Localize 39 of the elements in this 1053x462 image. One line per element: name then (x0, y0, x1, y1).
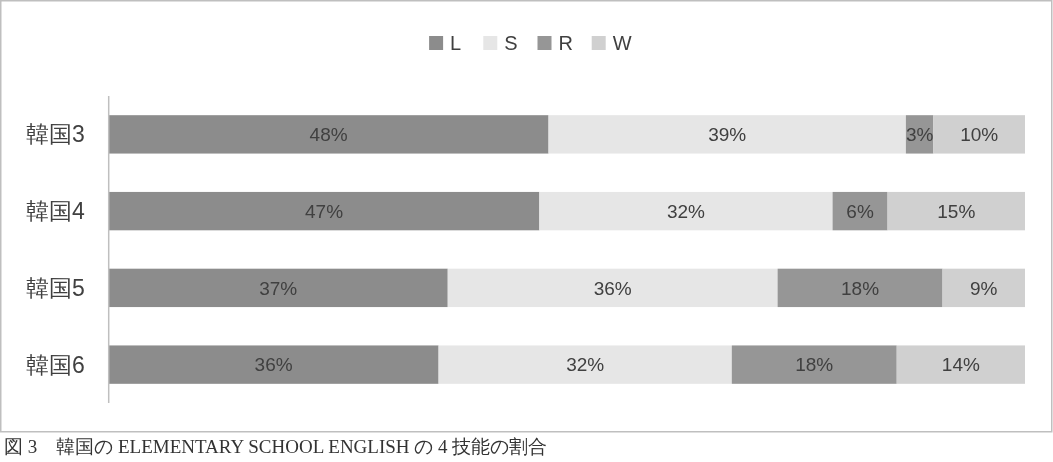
data-label: 48% (309, 124, 348, 146)
y-tick-label: 韓国4 (25, 198, 85, 225)
bar (731, 345, 897, 384)
data-label: 36% (254, 354, 293, 376)
data-label: 9% (970, 277, 998, 299)
data-label: 36% (593, 277, 632, 299)
legend-label: R (558, 32, 573, 54)
y-tick-label: 韓国5 (25, 274, 85, 301)
bar (896, 345, 1025, 384)
data-label: 3% (905, 124, 934, 146)
bar (548, 115, 906, 154)
bar (108, 345, 439, 384)
data-label: 37% (259, 277, 298, 299)
bar (108, 191, 540, 231)
data-label: 18% (795, 354, 834, 376)
data-label: 39% (708, 124, 747, 146)
bar (108, 268, 448, 308)
bar (438, 345, 732, 384)
data-label: 15% (937, 200, 976, 222)
legend-label: S (504, 32, 518, 54)
data-label: 32% (666, 200, 706, 222)
y-tick-label: 韓国3 (25, 121, 85, 148)
data-label: 47% (305, 200, 344, 222)
y-tick-label: 韓国6 (25, 351, 85, 378)
bar (108, 115, 549, 154)
legend-label: W (612, 32, 632, 54)
bar (447, 268, 778, 308)
bar (887, 191, 1025, 231)
data-label: 10% (960, 124, 999, 146)
caption: 図 3 韓国の ELEMENTARY SCHOOL ENGLISH の 4 技能の割合 (4, 436, 548, 457)
bar (539, 191, 833, 231)
bar (942, 268, 1025, 308)
data-label: 18% (841, 277, 880, 299)
bar (933, 115, 1025, 154)
data-label: 32% (566, 354, 605, 376)
data-label: 6% (846, 200, 874, 222)
bar (777, 268, 943, 308)
data-label: 14% (941, 354, 980, 376)
legend-label: L (450, 32, 462, 54)
